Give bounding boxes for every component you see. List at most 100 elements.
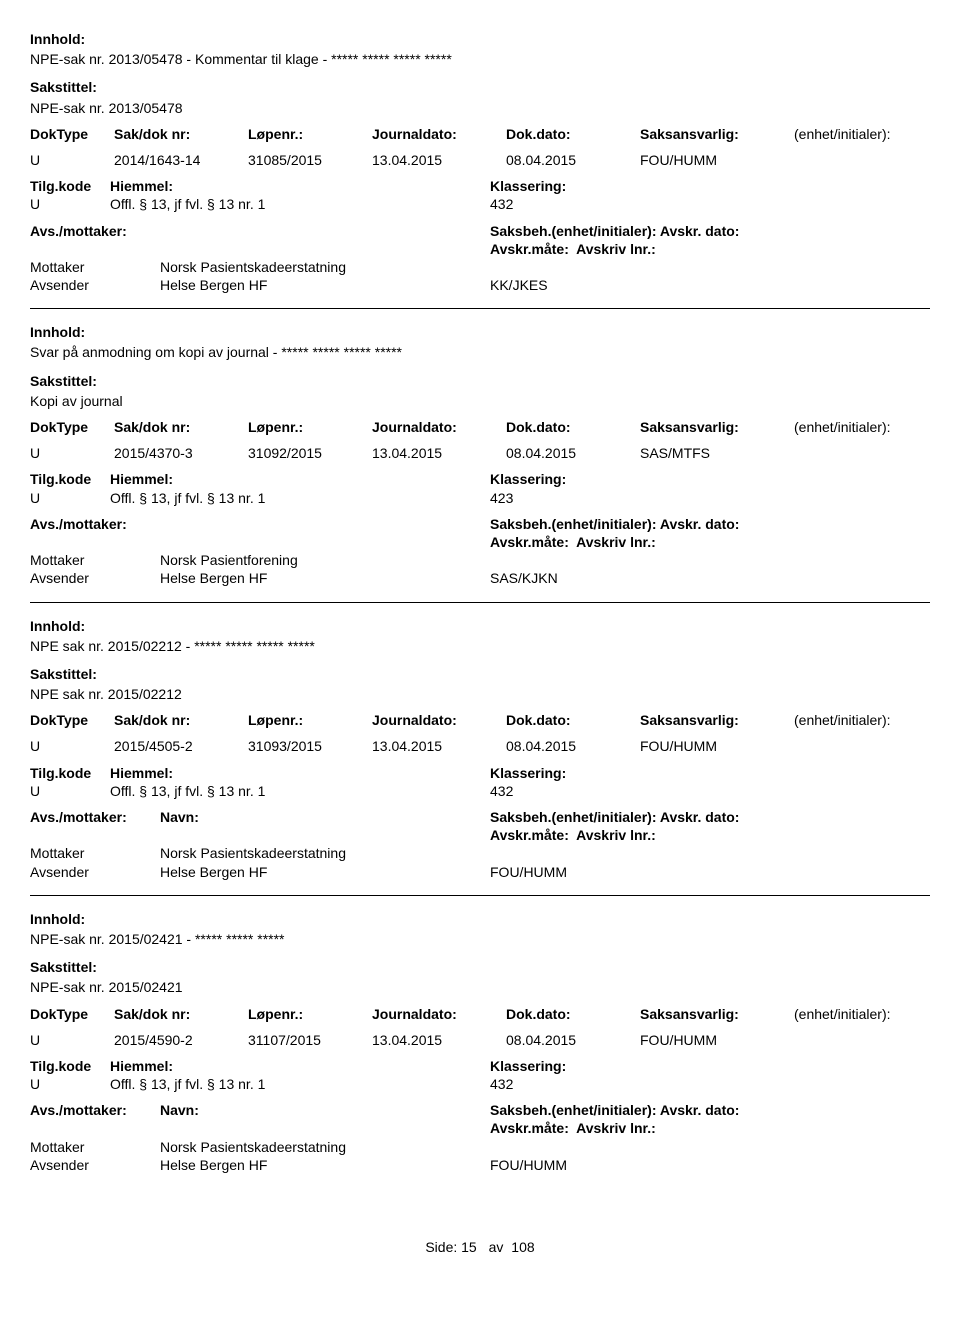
correspondent-header-row: Avs./mottaker: Navn: Saksbeh.(enhet/init…	[30, 808, 930, 844]
spacer	[770, 222, 960, 258]
mottaker-value: Norsk Pasientskadeerstatning	[160, 258, 490, 276]
page-current: 15	[461, 1239, 477, 1255]
avsender-label: Avsender	[30, 1156, 160, 1174]
innhold-value: NPE-sak nr. 2015/02421 - ***** ***** ***…	[30, 930, 930, 948]
avsender-row: Avsender Helse Bergen HF FOU/HUMM	[30, 863, 930, 881]
saksbeh-value: FOU/HUMM	[490, 863, 770, 881]
enhet-label: (enhet/initialer):	[794, 125, 954, 143]
lopenr-label: Løpenr.:	[248, 125, 368, 143]
saksbeh-header: Saksbeh.(enhet/initialer): Avskr. dato: …	[490, 515, 770, 551]
mottaker-saksbeh	[490, 844, 770, 862]
hjemmel-value: Offl. § 13, jf fvl. § 13 nr. 1	[110, 1075, 490, 1093]
mottaker-label: Mottaker	[30, 844, 160, 862]
sakdoknr-label: Sak/dok nr:	[114, 418, 244, 436]
klassering-label: Klassering:	[490, 1057, 770, 1075]
doktype-value: U	[30, 444, 110, 462]
sakdoknr-value: 2015/4370-3	[114, 444, 244, 462]
journaldato-label: Journaldato:	[372, 125, 502, 143]
enhet-label: (enhet/initialer):	[794, 711, 954, 729]
side-label: Side:	[425, 1239, 457, 1255]
doktype-value: U	[30, 1031, 110, 1049]
sakstittel-value: NPE sak nr. 2015/02212	[30, 685, 930, 703]
saksbeh-header: Saksbeh.(enhet/initialer): Avskr. dato: …	[490, 808, 770, 844]
innhold-value: Svar på anmodning om kopi av journal - *…	[30, 343, 930, 361]
innhold-value: NPE-sak nr. 2013/05478 - Kommentar til k…	[30, 50, 930, 68]
mottaker-row: Mottaker Norsk Pasientskadeerstatning	[30, 844, 930, 862]
dokdato-value: 08.04.2015	[506, 737, 636, 755]
journaldato-label: Journaldato:	[372, 711, 502, 729]
page-of-label: av	[489, 1239, 504, 1255]
saksbeh-value: FOU/HUMM	[490, 1156, 770, 1174]
avsmottaker-label: Avs./mottaker:	[30, 222, 160, 258]
sakstittel-value: NPE-sak nr. 2015/02421	[30, 978, 930, 996]
dokdato-value: 08.04.2015	[506, 151, 636, 169]
dokdato-label: Dok.dato:	[506, 711, 636, 729]
doktype-label: DokType	[30, 1005, 110, 1023]
hjemmel-value-row: U Offl. § 13, jf fvl. § 13 nr. 1 432	[30, 782, 930, 800]
lopenr-value: 31085/2015	[248, 151, 368, 169]
tilgkode-value: U	[30, 489, 110, 507]
innhold-label: Innhold:	[30, 323, 930, 341]
page-footer: Side: 15 av 108	[30, 1238, 930, 1256]
mottaker-row: Mottaker Norsk Pasientforening	[30, 551, 930, 569]
sakdoknr-value: 2014/1643-14	[114, 151, 244, 169]
hjemmel-value-row: U Offl. § 13, jf fvl. § 13 nr. 1 432	[30, 195, 930, 213]
mottaker-saksbeh	[490, 1138, 770, 1156]
saksbeh-header: Saksbeh.(enhet/initialer): Avskr. dato: …	[490, 222, 770, 258]
correspondent-header-row: Avs./mottaker: Saksbeh.(enhet/initialer)…	[30, 222, 930, 258]
tilgkode-label: Tilg.kode	[30, 764, 110, 782]
avsender-label: Avsender	[30, 276, 160, 294]
journaldato-value: 13.04.2015	[372, 151, 502, 169]
klassering-label: Klassering:	[490, 177, 770, 195]
journal-record: Innhold: NPE-sak nr. 2015/02421 - ***** …	[30, 910, 930, 1188]
correspondent-header-row: Avs./mottaker: Navn: Saksbeh.(enhet/init…	[30, 1101, 930, 1137]
hjemmel-header-row: Tilg.kode Hiemmel: Klassering:	[30, 764, 930, 782]
klassering-value: 432	[490, 195, 770, 213]
navn-label-empty	[160, 222, 490, 258]
enhet-value	[794, 737, 954, 755]
journaldato-label: Journaldato:	[372, 1005, 502, 1023]
spacer	[770, 808, 960, 844]
dokdato-value: 08.04.2015	[506, 1031, 636, 1049]
values-row: U 2015/4505-2 31093/2015 13.04.2015 08.0…	[30, 737, 930, 755]
saksansvarlig-label: Saksansvarlig:	[640, 711, 790, 729]
saksansvarlig-value: FOU/HUMM	[640, 151, 790, 169]
doktype-value: U	[30, 151, 110, 169]
mottaker-label: Mottaker	[30, 1138, 160, 1156]
saksbeh-value: SAS/KJKN	[490, 569, 770, 587]
avsmottaker-label: Avs./mottaker:	[30, 808, 160, 844]
sakstittel-label: Sakstittel:	[30, 78, 930, 96]
navn-label: Navn:	[160, 808, 490, 844]
mottaker-row: Mottaker Norsk Pasientskadeerstatning	[30, 258, 930, 276]
avsender-row: Avsender Helse Bergen HF FOU/HUMM	[30, 1156, 930, 1174]
tilgkode-value: U	[30, 782, 110, 800]
journal-record: Innhold: Svar på anmodning om kopi av jo…	[30, 323, 930, 602]
avsender-value: Helse Bergen HF	[160, 276, 490, 294]
lopenr-label: Løpenr.:	[248, 418, 368, 436]
header-row: DokType Sak/dok nr: Løpenr.: Journaldato…	[30, 418, 930, 436]
avsender-row: Avsender Helse Bergen HF KK/JKES	[30, 276, 930, 294]
klassering-value: 432	[490, 782, 770, 800]
avsmottaker-label: Avs./mottaker:	[30, 1101, 160, 1137]
klassering-label: Klassering:	[490, 470, 770, 488]
saksbeh-value: KK/JKES	[490, 276, 770, 294]
sakdoknr-value: 2015/4505-2	[114, 737, 244, 755]
saksansvarlig-value: FOU/HUMM	[640, 1031, 790, 1049]
journaldato-value: 13.04.2015	[372, 444, 502, 462]
navn-label: Navn:	[160, 1101, 490, 1137]
navn-label-empty	[160, 515, 490, 551]
tilgkode-value: U	[30, 1075, 110, 1093]
journaldato-value: 13.04.2015	[372, 737, 502, 755]
sakstittel-label: Sakstittel:	[30, 958, 930, 976]
lopenr-value: 31107/2015	[248, 1031, 368, 1049]
journal-record: Innhold: NPE-sak nr. 2013/05478 - Kommen…	[30, 30, 930, 309]
lopenr-value: 31092/2015	[248, 444, 368, 462]
saksansvarlig-label: Saksansvarlig:	[640, 125, 790, 143]
enhet-value	[794, 151, 954, 169]
lopenr-value: 31093/2015	[248, 737, 368, 755]
mottaker-saksbeh	[490, 551, 770, 569]
header-row: DokType Sak/dok nr: Løpenr.: Journaldato…	[30, 711, 930, 729]
mottaker-label: Mottaker	[30, 258, 160, 276]
hjemmel-label: Hiemmel:	[110, 470, 490, 488]
avsender-value: Helse Bergen HF	[160, 1156, 490, 1174]
